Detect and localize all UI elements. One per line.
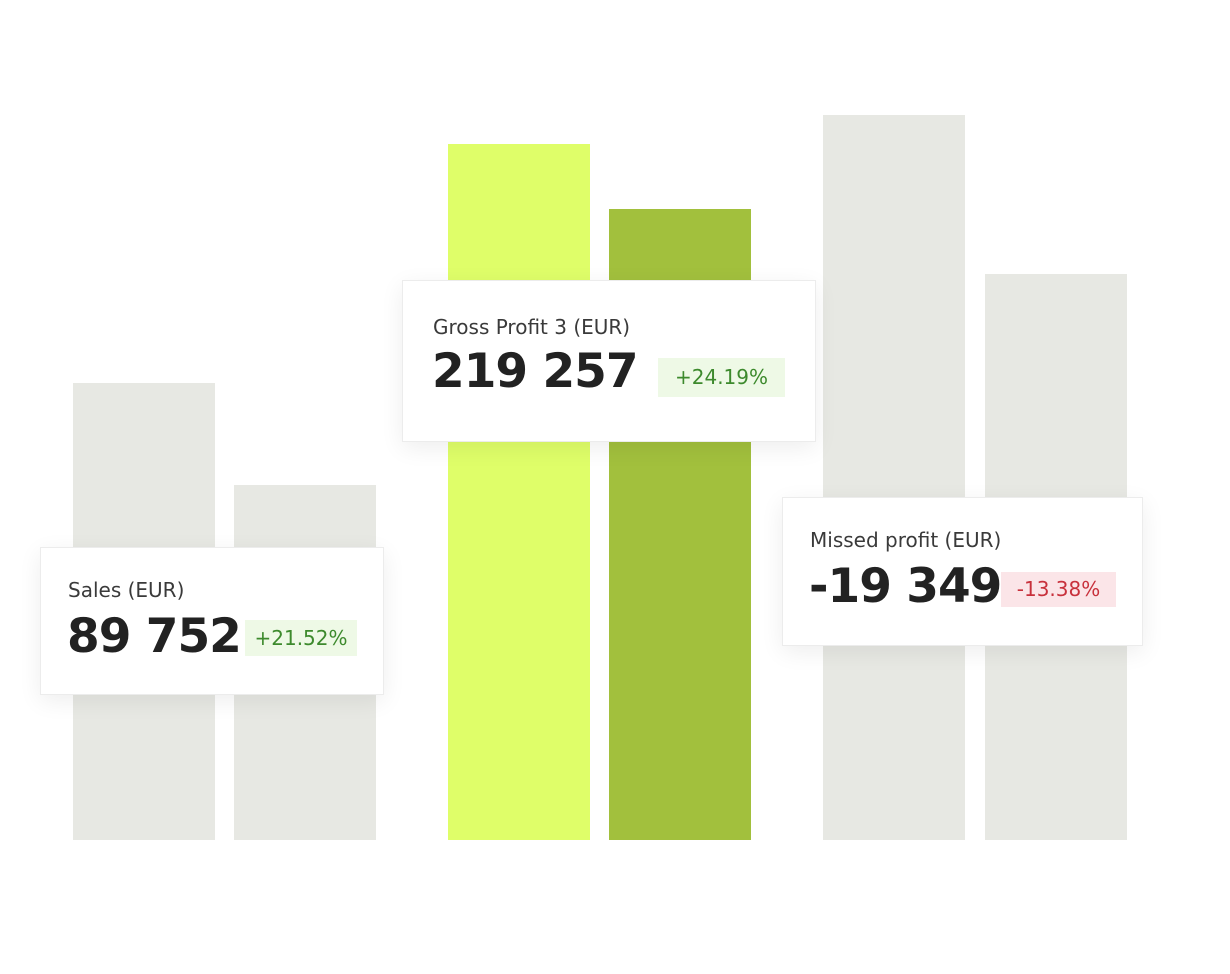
sales-card: Sales (EUR) 89 752 +21.52%	[40, 547, 384, 695]
gross-profit-label: Gross Profit 3 (EUR)	[433, 315, 631, 339]
gross-profit-card: Gross Profit 3 (EUR) 219 257 +24.19%	[402, 280, 816, 442]
gross-profit-value: 219 257	[432, 344, 639, 399]
bar-3	[448, 144, 590, 840]
sales-label: Sales (EUR)	[68, 578, 185, 602]
sales-value: 89 752	[67, 609, 242, 664]
missed-profit-value: -19 349	[809, 559, 1002, 614]
sales-change-badge: +21.52%	[245, 620, 357, 656]
missed-profit-card: Missed profit (EUR) -19 349 -13.38%	[782, 497, 1143, 646]
missed-profit-label: Missed profit (EUR)	[810, 528, 1002, 552]
bar-5	[823, 115, 965, 840]
gross-profit-change-badge: +24.19%	[658, 358, 785, 397]
missed-profit-change-badge: -13.38%	[1001, 572, 1116, 607]
